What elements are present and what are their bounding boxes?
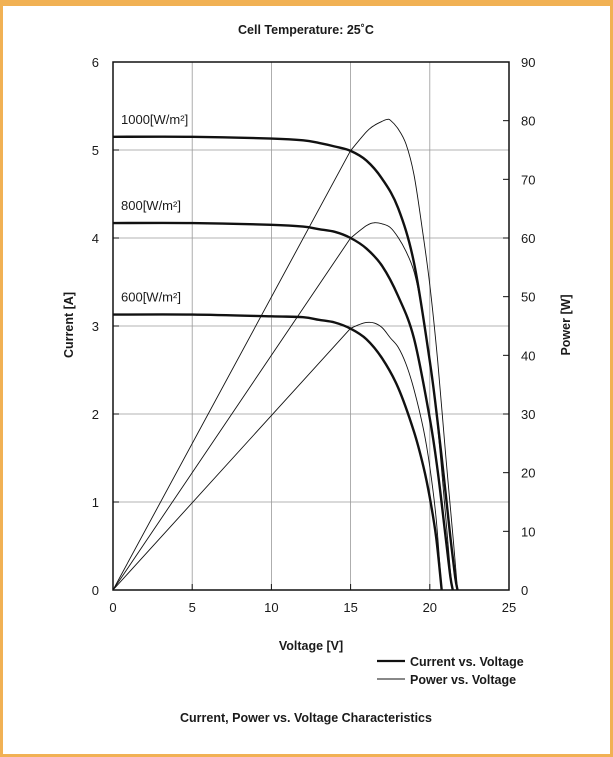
x-axis-label: Voltage [V] (279, 639, 343, 653)
y-left-tick-label-2: 2 (92, 407, 99, 422)
x-tick-label-15: 15 (343, 600, 357, 615)
irradiance-label-1: 800[W/m²] (121, 198, 181, 213)
chart-title: Cell Temperature: 25˚C (238, 23, 374, 37)
power-curve-3 (112, 118, 458, 591)
current-curve-0 (112, 135, 459, 591)
power-curve-5 (112, 321, 443, 591)
y-left-tick-label-6: 6 (92, 55, 99, 70)
y-right-tick-label-20: 20 (521, 466, 535, 481)
y-right-tick-label-0: 0 (521, 583, 528, 598)
current-curve-2 (112, 313, 443, 591)
y-axis-right-label: Power [W] (559, 294, 573, 355)
y-right-tick-label-70: 70 (521, 172, 535, 187)
x-tick-label-25: 25 (502, 600, 516, 615)
power-curve-4 (112, 222, 454, 591)
x-tick-label-0: 0 (109, 600, 116, 615)
current-curve-1 (112, 221, 454, 591)
y-right-tick-label-40: 40 (521, 348, 535, 363)
irradiance-label-2: 600[W/m²] (121, 290, 181, 305)
x-tick-label-20: 20 (423, 600, 437, 615)
legend-power-label: Power vs. Voltage (410, 673, 516, 687)
grid-lines (113, 62, 509, 590)
legend: Current vs. Voltage Power vs. Voltage (377, 655, 524, 687)
y-left-tick-label-4: 4 (92, 231, 99, 246)
chart-caption: Current, Power vs. Voltage Characteristi… (180, 711, 432, 725)
y-right-tick-label-50: 50 (521, 290, 535, 305)
y-left-tick-label-5: 5 (92, 143, 99, 158)
y-right-tick-label-60: 60 (521, 231, 535, 246)
x-tick-label-5: 5 (189, 600, 196, 615)
x-tick-label-10: 10 (264, 600, 278, 615)
irradiance-label-0: 1000[W/m²] (121, 112, 188, 127)
y-right-tick-label-90: 90 (521, 55, 535, 70)
y-right-tick-label-10: 10 (521, 524, 535, 539)
irradiance-labels: 1000[W/m²] 800[W/m²] 600[W/m²] (121, 112, 188, 305)
y-right-tick-label-30: 30 (521, 407, 535, 422)
curves (112, 118, 459, 591)
legend-current-label: Current vs. Voltage (410, 655, 524, 669)
y-left-tick-label-0: 0 (92, 583, 99, 598)
y-right-tick-label-80: 80 (521, 114, 535, 129)
y-left-tick-label-1: 1 (92, 495, 99, 510)
y-axis-left-label: Current [A] (62, 292, 76, 358)
y-left-tick-label-3: 3 (92, 319, 99, 334)
